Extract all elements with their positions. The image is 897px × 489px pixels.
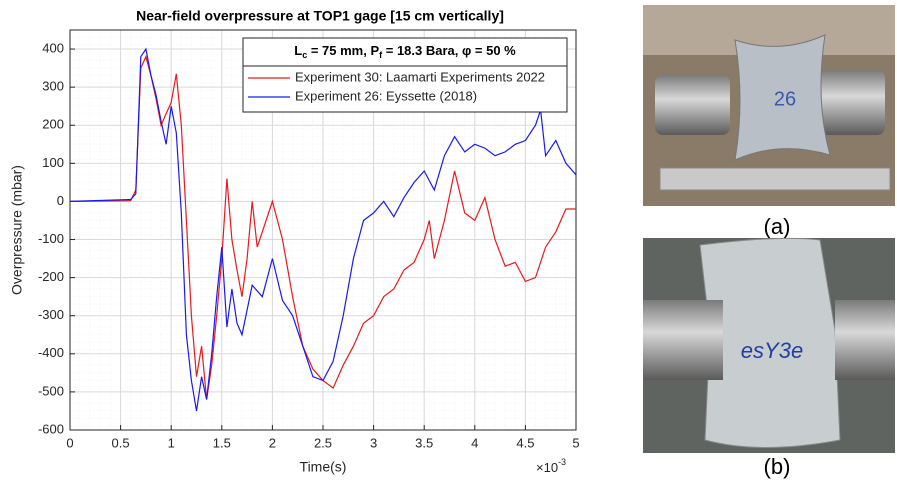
y-tick-label: -400 xyxy=(38,345,64,360)
legend-entry: Experiment 26: Eyssette (2018) xyxy=(295,88,477,103)
series-line xyxy=(69,47,577,412)
legend-box xyxy=(242,37,568,113)
x-multiplier: ×10-3 xyxy=(536,457,566,475)
y-tick-label: 400 xyxy=(42,40,64,55)
chart-title: Near-field overpressure at TOP1 gage [15… xyxy=(136,8,504,24)
x-tick-label: 3.5 xyxy=(415,435,433,450)
photo-a: 26 xyxy=(643,5,895,206)
photo-label: (b) xyxy=(764,454,791,479)
y-tick-label: -600 xyxy=(38,421,64,436)
y-tick-label: -100 xyxy=(38,231,64,246)
plot-frame xyxy=(69,29,577,431)
legend-entry: Experiment 30: Laamarti Experiments 2022 xyxy=(295,69,545,84)
y-tick-label: 200 xyxy=(42,117,64,132)
legend-header-part: = 75 mm, P xyxy=(307,43,379,58)
x-tick-label: 0 xyxy=(66,435,73,450)
x-tick-label: 3 xyxy=(370,435,377,450)
series-line xyxy=(69,54,576,400)
x-tick-label: 1 xyxy=(168,435,175,450)
legend-header-part: f xyxy=(379,50,383,60)
legend-header: Lc = 75 mm, Pf = 18.3 Bara, φ = 50 % xyxy=(294,43,516,60)
x-tick-label: 5 xyxy=(572,435,579,450)
x-tick-label: 1.5 xyxy=(213,435,231,450)
x-multiplier-exp: -3 xyxy=(558,457,566,467)
x-tick-label: 4 xyxy=(471,435,478,450)
x-tick-label: 2.5 xyxy=(314,435,332,450)
legend: Lc = 75 mm, Pf = 18.3 Bara, φ = 50 % Expe… xyxy=(242,37,568,113)
photo-b: esY3e xyxy=(643,237,895,453)
svg-text:esY3e: esY3e xyxy=(741,338,803,363)
y-tick-label: -300 xyxy=(38,307,64,322)
legend-header-part: c xyxy=(302,50,307,60)
legend-header-part: L xyxy=(294,43,302,58)
y-tick-label: 100 xyxy=(42,155,64,170)
legend-header-part: = 18.3 Bara, φ = 50 % xyxy=(382,43,516,58)
x-tick-label: 4.5 xyxy=(516,435,534,450)
svg-text:26: 26 xyxy=(774,88,796,110)
y-axis-label: Overpressure (mbar) xyxy=(9,165,25,295)
x-multiplier-base: ×10 xyxy=(536,460,558,475)
y-tick-label: -200 xyxy=(38,269,64,284)
x-tick-label: 0.5 xyxy=(112,435,130,450)
photo-label: (a) xyxy=(764,214,791,239)
x-axis-label: Time(s) xyxy=(300,459,347,475)
x-tick-label: 2 xyxy=(269,435,276,450)
y-tick-label: 300 xyxy=(42,79,64,94)
y-tick-label: 0 xyxy=(57,193,64,208)
y-tick-label: -500 xyxy=(38,383,64,398)
